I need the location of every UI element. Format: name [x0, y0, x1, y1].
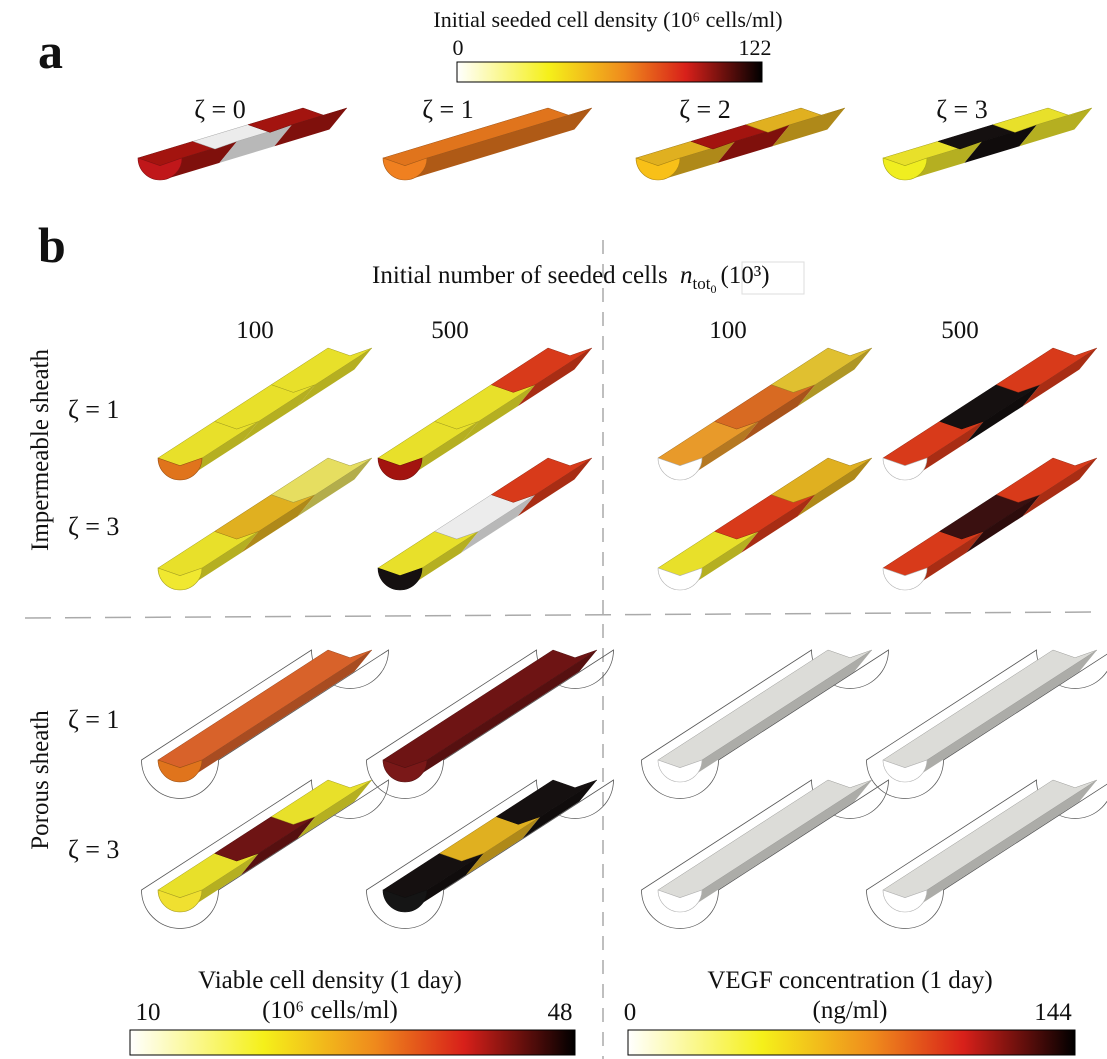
column-label: 100 — [236, 317, 274, 344]
trough-surface — [658, 650, 872, 768]
colorbar — [457, 62, 762, 82]
colorbar-min: 0 — [453, 35, 464, 60]
panel-label: a — [38, 23, 63, 79]
header-subscript: tot — [692, 274, 710, 293]
colorbar — [130, 1030, 575, 1055]
header-symbol: n — [680, 262, 693, 289]
colorbar-title: Initial seeded cell density (10⁶ cells/m… — [433, 7, 782, 32]
row-label: ζ = 3 — [68, 835, 119, 864]
row-group: Impermeable sheath — [27, 349, 54, 551]
column-label: 100 — [709, 317, 747, 344]
colorbar — [628, 1030, 1075, 1055]
panel-label: b — [38, 217, 66, 273]
colorbar-unit: (10⁶ cells/ml) — [262, 997, 398, 1024]
colorbar-max: 122 — [739, 35, 772, 60]
colorbar-title: Viable cell density (1 day) — [198, 967, 462, 994]
row-label: ζ = 3 — [68, 512, 119, 541]
trough-surface — [383, 108, 592, 166]
column-label: 500 — [431, 317, 469, 344]
header-text: Initial number of seeded cells — [372, 262, 668, 289]
condition-label: ζ = 1 — [422, 95, 473, 124]
trough-side — [684, 650, 872, 782]
trough-side — [684, 780, 872, 912]
renderings — [138, 108, 1107, 929]
trough-side — [409, 650, 597, 782]
colorbar-unit: (ng/ml) — [813, 997, 888, 1024]
trough-side — [909, 780, 1097, 912]
column-label: 500 — [941, 317, 979, 344]
row-group: Porous sheath — [27, 710, 54, 850]
colorbar-max: 48 — [548, 999, 573, 1026]
colorbar-min: 10 — [136, 999, 161, 1026]
colorbar-title: VEGF concentration (1 day) — [707, 967, 992, 994]
condition-label: ζ = 0 — [194, 95, 245, 124]
trough-side — [184, 650, 372, 782]
trough-surface — [158, 650, 372, 768]
condition-label: ζ = 3 — [936, 95, 987, 124]
colorbar-max: 144 — [1034, 999, 1072, 1026]
trough-surface — [883, 650, 1097, 768]
header-unit: (10³) — [720, 262, 769, 289]
header-subsubscript: 0 — [710, 282, 716, 296]
trough-surface — [383, 650, 597, 768]
colorbar-min: 0 — [624, 999, 637, 1026]
figure: a Initial seeded cell density (10⁶ cells… — [0, 0, 1107, 1059]
row-label: ζ = 1 — [68, 395, 119, 424]
row-label: ζ = 1 — [68, 705, 119, 734]
condition-label: ζ = 2 — [679, 95, 730, 124]
divider — [25, 612, 1100, 618]
trough-side — [909, 650, 1097, 782]
header: Initial number of seeded cells ntot0 (10³… — [372, 262, 770, 296]
